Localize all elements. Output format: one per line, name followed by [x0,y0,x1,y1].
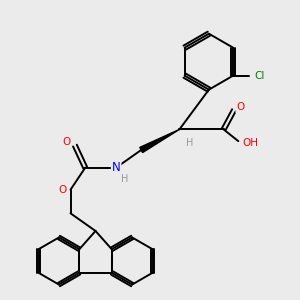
Text: OH: OH [243,138,259,148]
Text: O: O [58,185,66,195]
Text: O: O [236,102,244,112]
Polygon shape [140,129,179,153]
Text: Cl: Cl [254,71,265,81]
Text: H: H [121,174,128,184]
Text: O: O [62,137,71,147]
Text: H: H [186,138,194,148]
Text: N: N [112,161,121,174]
